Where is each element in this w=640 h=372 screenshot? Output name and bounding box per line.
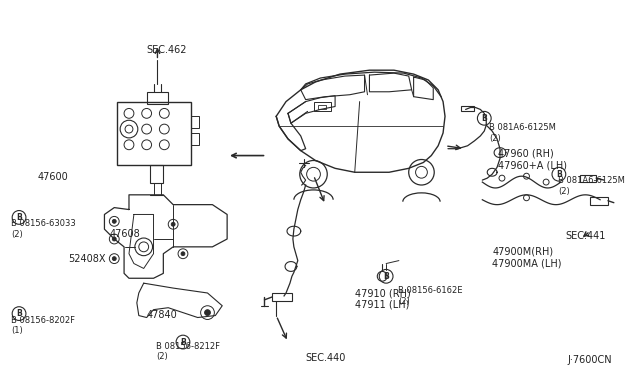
Text: SEC.440: SEC.440 (306, 353, 346, 363)
Text: B: B (556, 170, 562, 179)
Text: 47900M(RH)
47900MA (LH): 47900M(RH) 47900MA (LH) (492, 247, 562, 269)
Text: B: B (383, 272, 389, 281)
Text: B 08156-6162E
(2): B 08156-6162E (2) (398, 286, 463, 305)
Bar (461, 106, 474, 111)
Text: B 08156-63033
(2): B 08156-63033 (2) (12, 219, 76, 239)
Circle shape (112, 237, 116, 241)
Bar (319, 105, 326, 109)
Text: 52408X: 52408X (68, 254, 106, 264)
Text: B: B (180, 337, 186, 347)
Text: B: B (16, 213, 22, 222)
Circle shape (205, 310, 211, 315)
Circle shape (112, 257, 116, 261)
Text: B: B (16, 309, 22, 318)
Bar (191, 116, 198, 128)
Bar (150, 166, 163, 183)
Circle shape (171, 222, 175, 226)
Bar (580, 175, 596, 182)
Text: SEC.441: SEC.441 (566, 231, 606, 241)
Bar (147, 92, 168, 103)
Circle shape (112, 219, 116, 223)
Text: B 08156-8212F
(2): B 08156-8212F (2) (156, 342, 220, 362)
Text: B 08156-8202F
(1): B 08156-8202F (1) (12, 315, 76, 335)
Text: B 081A6-6125M
(2): B 081A6-6125M (2) (489, 123, 556, 142)
Text: 47608: 47608 (109, 229, 140, 239)
Text: J·7600CN: J·7600CN (567, 355, 612, 365)
Text: 47840: 47840 (147, 310, 177, 320)
Text: 47960 (RH)
47960+A (LH): 47960 (RH) 47960+A (LH) (498, 149, 567, 170)
Text: SEC.462: SEC.462 (147, 45, 187, 55)
Text: B: B (481, 114, 487, 123)
Circle shape (181, 252, 185, 256)
Bar (117, 102, 191, 166)
Text: 47910 (RH)
47911 (LH): 47910 (RH) 47911 (LH) (355, 288, 410, 310)
Text: B 081A6-6125M
(2): B 081A6-6125M (2) (558, 176, 625, 196)
Text: 47600: 47600 (37, 172, 68, 182)
Bar (590, 197, 608, 205)
Bar (191, 133, 198, 145)
Bar (272, 293, 292, 301)
Bar (314, 102, 331, 111)
